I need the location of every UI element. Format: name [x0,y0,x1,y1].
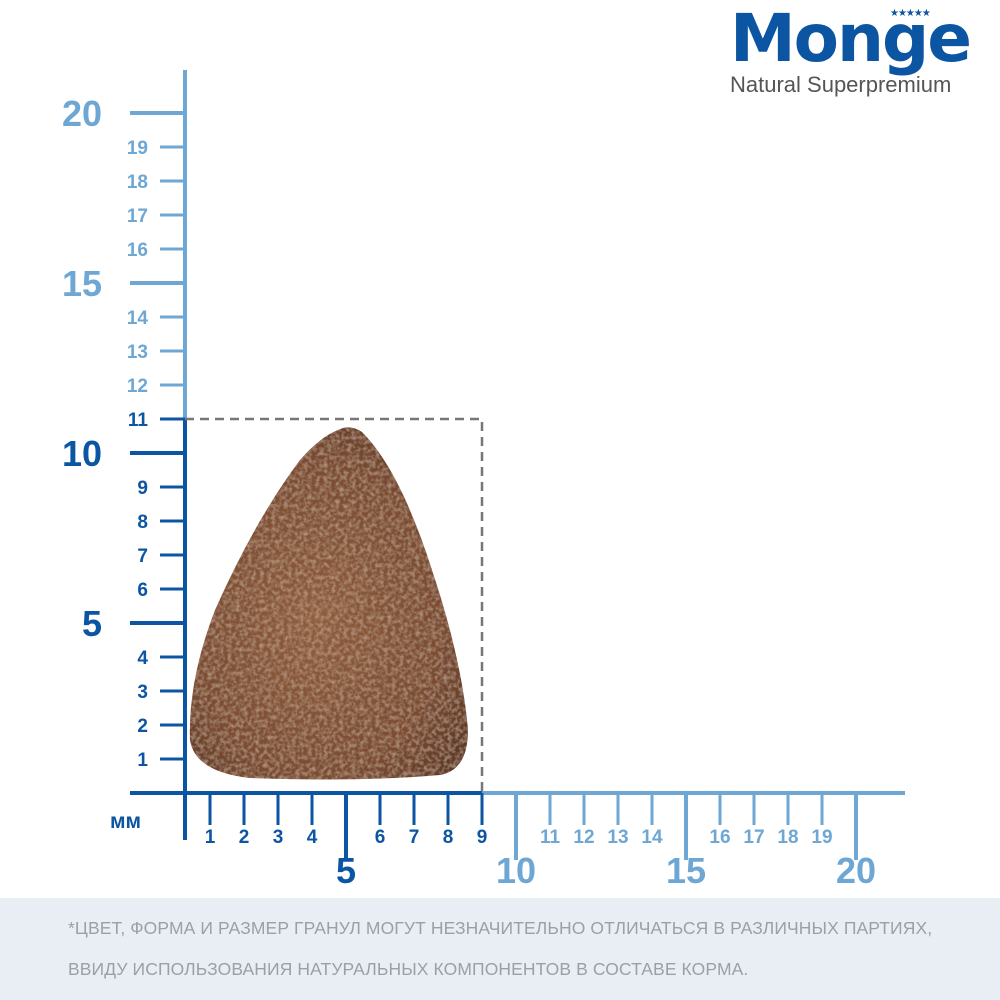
logo-tagline: Natural Superpremium [730,72,952,97]
y-tick-label: 1 [137,750,148,771]
y-tick-label: 15 [62,263,102,304]
y-tick-label: 11 [128,410,149,431]
y-tick-label: 8 [137,512,148,533]
x-tick-label: 15 [666,850,706,891]
y-tick-label: 16 [127,240,148,261]
y-tick-label: 17 [127,206,148,227]
x-tick-label: 6 [375,827,386,848]
y-tick-label: 13 [127,342,148,363]
x-tick-label: 13 [607,827,628,848]
x-tick-label: 11 [540,827,561,848]
x-tick-label: 16 [709,827,730,848]
y-tick-label: 7 [137,546,148,567]
disclaimer-footer: *ЦВЕТ, ФОРМА И РАЗМЕР ГРАНУЛ МОГУТ НЕЗНА… [0,898,1000,1000]
y-tick-label: 6 [137,580,148,601]
x-tick-label: 10 [496,850,536,891]
kibble-image [189,427,469,780]
disclaimer-line-1: *ЦВЕТ, ФОРМА И РАЗМЕР ГРАНУЛ МОГУТ НЕЗНА… [68,918,933,938]
x-tick-label: 14 [641,827,663,848]
logo-stars: ★★★★★ [890,8,931,19]
y-tick-label: 12 [127,376,148,397]
y-tick-label: 20 [62,93,102,134]
y-tick-label: 4 [137,648,148,669]
unit-label: мм [110,810,142,833]
x-tick-label: 8 [443,827,454,848]
x-tick-label: 3 [273,827,284,848]
y-tick-label: 14 [127,308,149,329]
y-tick-label: 19 [127,138,148,159]
x-tick-label: 1 [205,827,216,848]
y-tick-label: 5 [82,603,102,644]
x-tick-label: 2 [239,827,250,848]
disclaimer-line-2: ВВИДУ ИСПОЛЬЗОВАНИЯ НАТУРАЛЬНЫХ КОМПОНЕН… [68,959,749,979]
x-tick-label: 17 [743,827,764,848]
x-tick-label: 7 [409,827,420,848]
x-tick-label: 9 [477,827,488,848]
x-tick-label: 18 [777,827,798,848]
x-tick-label: 4 [307,827,318,848]
x-tick-label: 19 [811,827,832,848]
y-tick-label: 2 [137,716,148,737]
item-size-dashed-box [185,417,484,793]
monge-logo: ★★★★★ Monge Natural Superpremium [730,4,992,98]
x-tick-label: 5 [336,850,356,891]
y-tick-label: 10 [62,433,102,474]
y-tick-label: 3 [137,682,148,703]
y-tick-label: 9 [137,478,148,499]
x-tick-label: 12 [573,827,594,848]
x-tick-label: 20 [836,850,876,891]
logo-wordmark: Monge [730,0,972,77]
y-tick-label: 18 [127,172,148,193]
